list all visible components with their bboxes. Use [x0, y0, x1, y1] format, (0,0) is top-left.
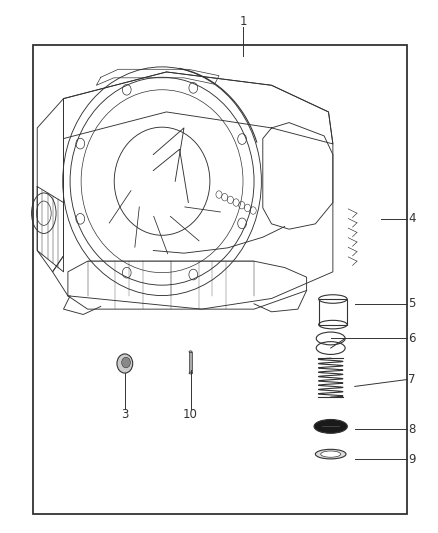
Ellipse shape: [189, 351, 192, 353]
Text: 3: 3: [121, 408, 128, 421]
Ellipse shape: [314, 419, 347, 433]
Text: 6: 6: [408, 332, 416, 345]
Text: 7: 7: [408, 373, 416, 386]
Text: 1: 1: [239, 15, 247, 28]
Text: 8: 8: [408, 423, 415, 435]
Bar: [319, 299, 347, 325]
Text: 5: 5: [408, 297, 415, 310]
Circle shape: [122, 357, 131, 368]
Text: 4: 4: [408, 212, 416, 225]
Text: 9: 9: [408, 453, 416, 466]
Ellipse shape: [189, 372, 192, 374]
Bar: [189, 352, 192, 373]
Text: 10: 10: [183, 408, 198, 421]
Circle shape: [117, 354, 133, 373]
Ellipse shape: [315, 449, 346, 459]
Ellipse shape: [321, 451, 341, 457]
Bar: [33, 45, 407, 514]
